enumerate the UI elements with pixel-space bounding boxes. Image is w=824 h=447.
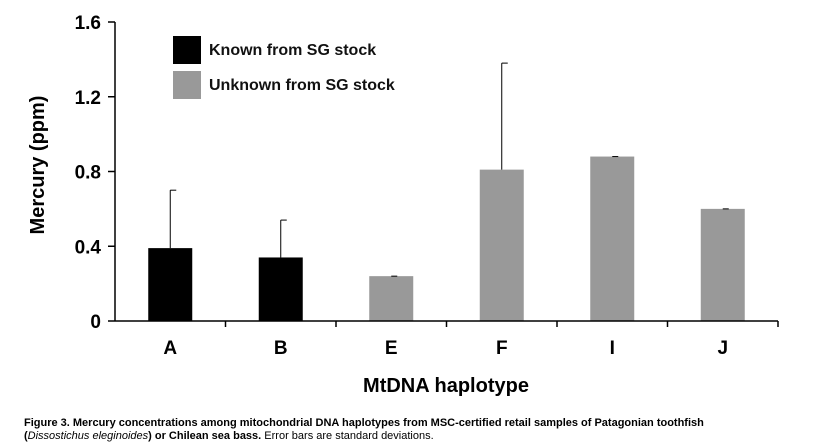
legend-swatch-1 (173, 71, 201, 99)
x-tick-label: B (274, 338, 288, 359)
legend-label-0: Known from SG stock (209, 42, 376, 59)
x-tick-label: A (163, 338, 177, 359)
figure-caption: Figure 3. Mercury concentrations among m… (24, 417, 814, 443)
caption-species: Dissostichus eleginoides (27, 430, 149, 442)
error-bars-group (169, 62, 729, 277)
y-tick-label: 0 (90, 312, 101, 333)
bar-i (590, 156, 635, 321)
bar-b (258, 257, 303, 321)
y-tick-label: 1.2 (75, 88, 101, 109)
legend-swatch-0 (173, 36, 201, 64)
bar-f (479, 169, 524, 321)
x-tick-label: E (385, 338, 398, 359)
caption-rest: Error bars are standard deviations. (261, 430, 434, 442)
x-axis-label: MtDNA haplotype (363, 375, 529, 397)
caption-title: Figure 3. Mercury concentrations among m… (24, 417, 704, 429)
x-tick-label: F (496, 338, 508, 359)
legend: Known from SG stock Unknown from SG stock (173, 36, 395, 99)
x-tick-label: I (610, 338, 615, 359)
y-tick-label: 1.6 (75, 13, 101, 34)
y-ticks-group: 0 0.4 0.8 1.2 1.6 (75, 13, 115, 333)
x-tick-label: J (717, 338, 728, 359)
y-axis-label: Mercury (ppm) (27, 96, 49, 235)
caption-mid: ) or Chilean sea bass. (148, 430, 262, 442)
bar-a (148, 248, 193, 321)
bars-group (148, 156, 745, 321)
y-tick-label: 0.4 (75, 237, 102, 258)
bar-chart: 0 0.4 0.8 1.2 1.6 A B E F I J Known from SG stock… (27, 13, 779, 397)
bar-j (700, 208, 745, 321)
caption-open-paren: ( (24, 430, 28, 442)
legend-label-1: Unknown from SG stock (209, 77, 395, 94)
y-tick-label: 0.8 (75, 163, 101, 184)
bar-e (369, 276, 414, 321)
